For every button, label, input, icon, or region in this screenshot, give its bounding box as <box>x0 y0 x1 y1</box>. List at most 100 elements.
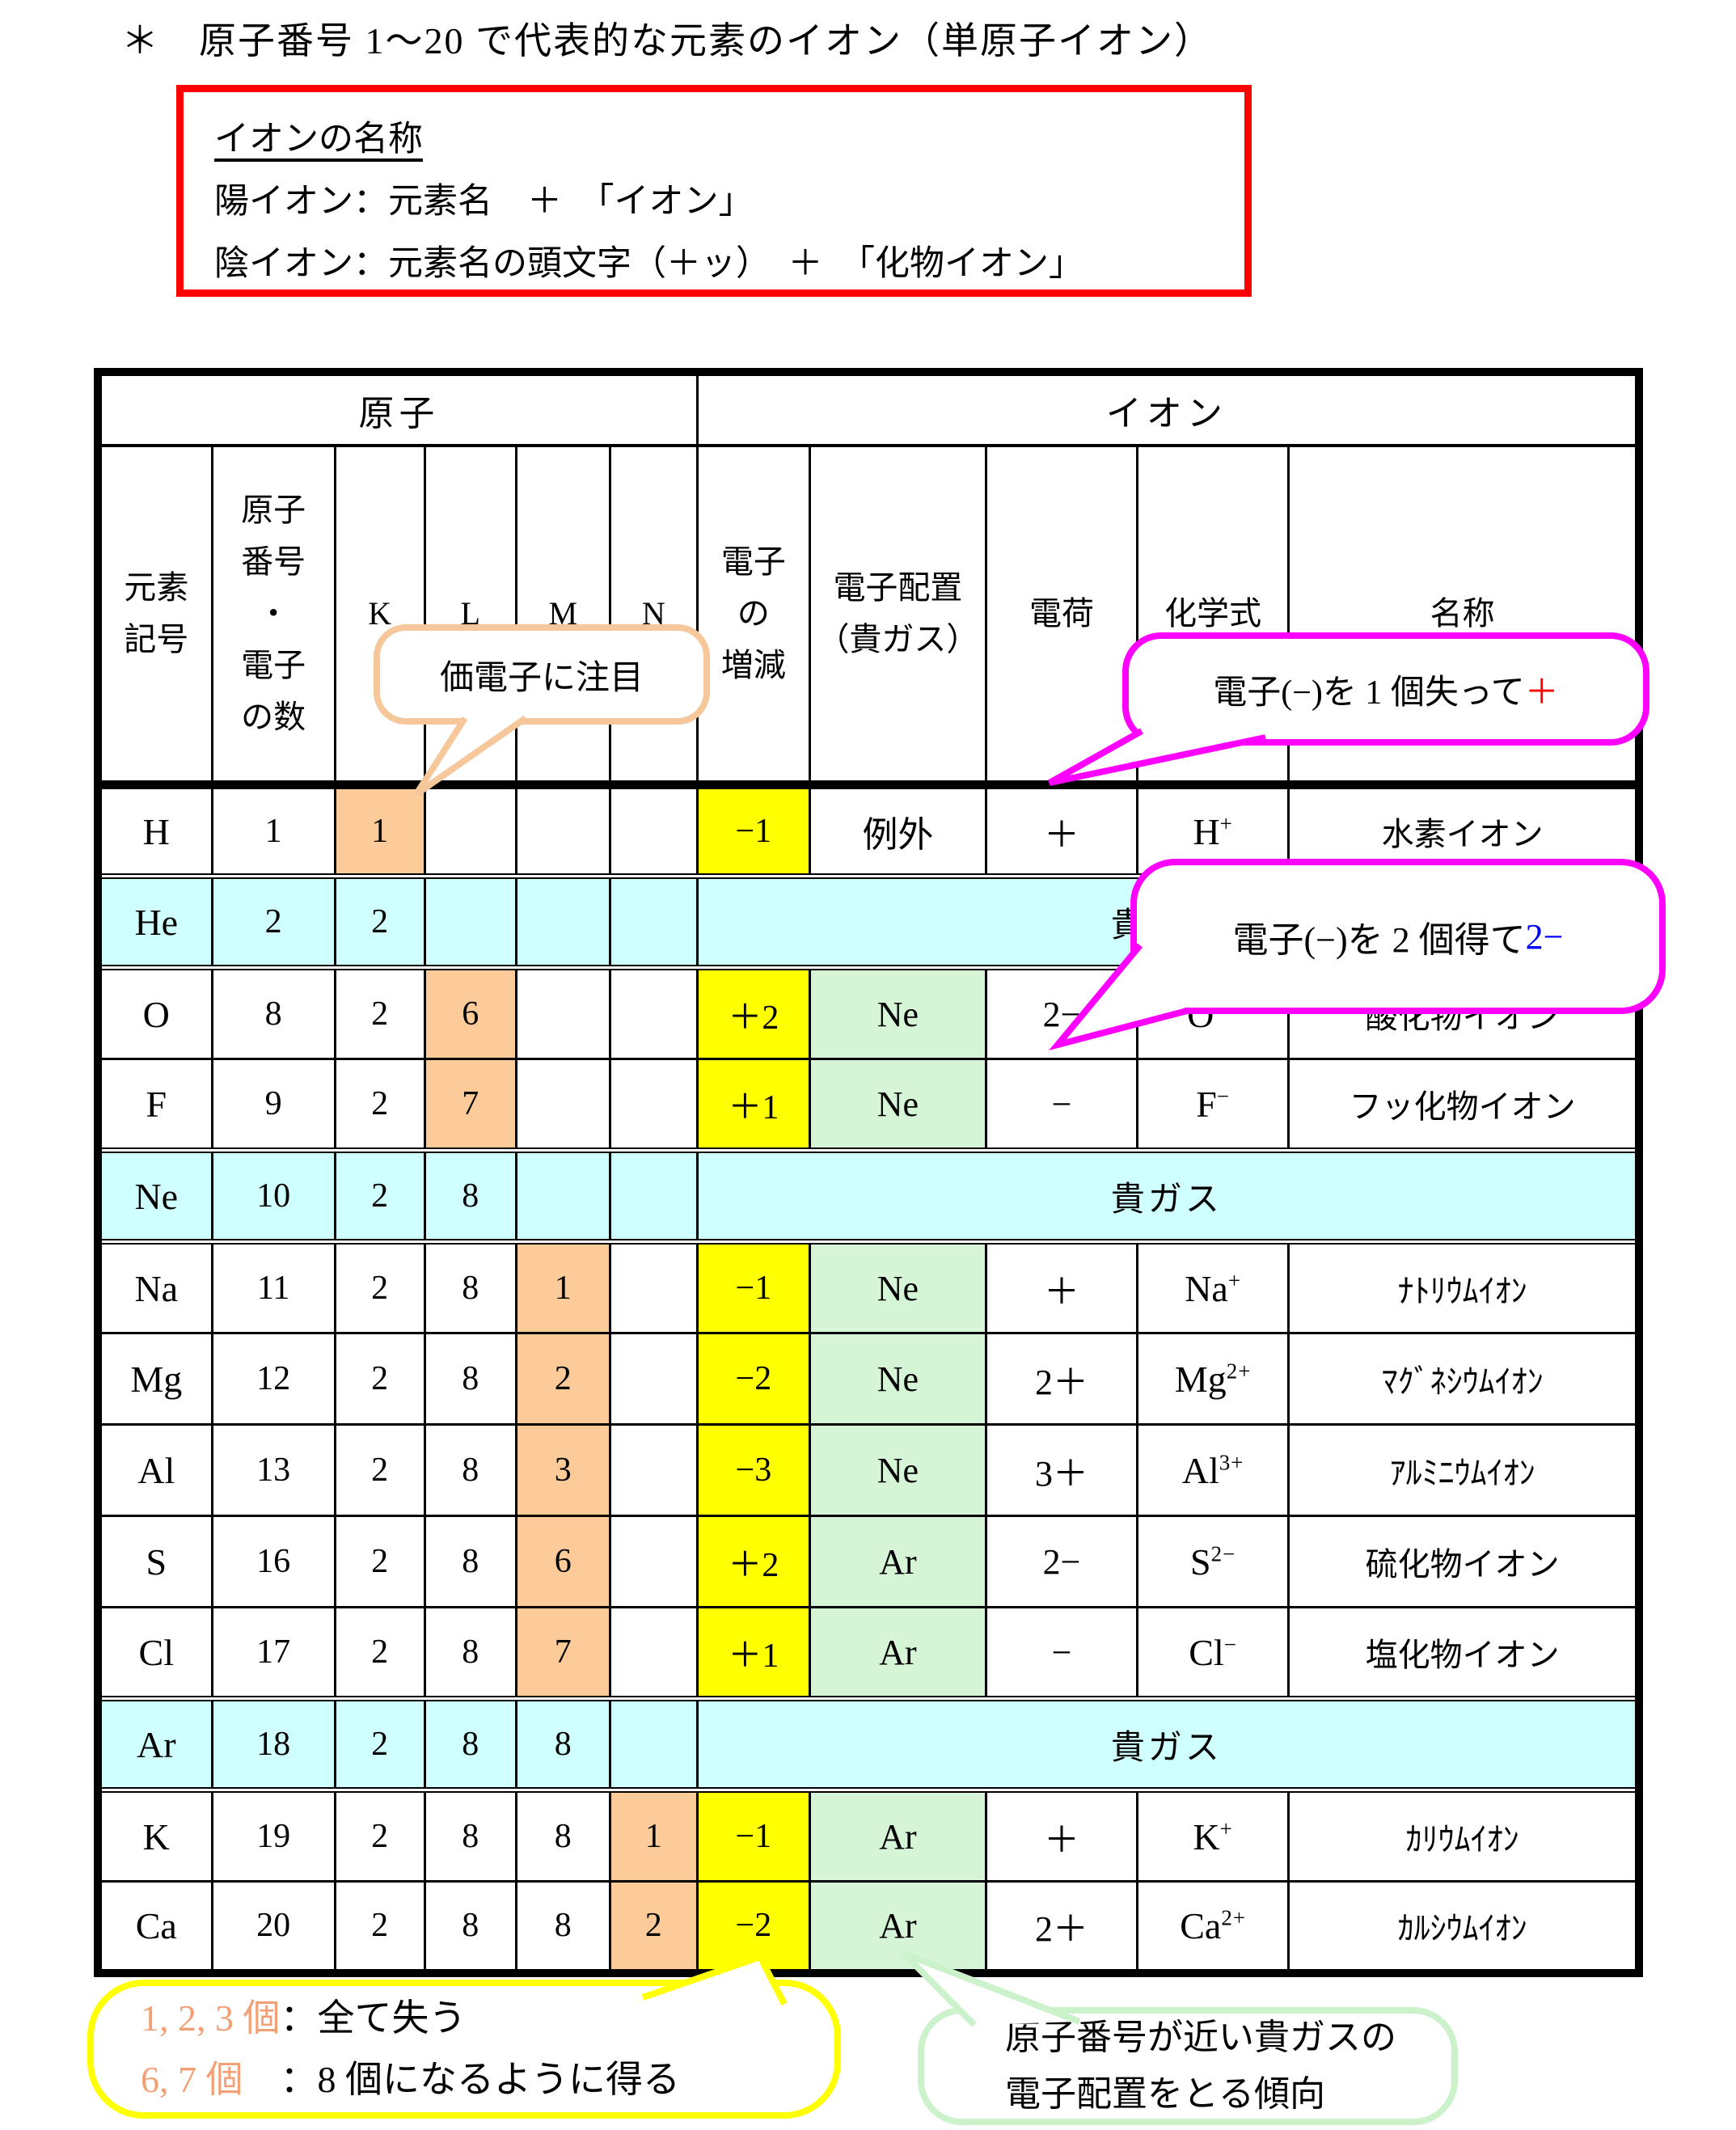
atomic-number-cell: 20 <box>210 1880 336 1974</box>
formula-base: S <box>1189 1540 1211 1583</box>
formula-superscript: − <box>1216 1084 1231 1109</box>
formula-superscript: + <box>1219 811 1233 836</box>
shell-n-cell: 1 <box>608 1789 699 1883</box>
shell-m-cell <box>514 873 611 970</box>
shell-n-cell <box>608 784 699 877</box>
shell-k-cell: 2 <box>333 1058 426 1152</box>
element-row: Al 13 2 8 3 −3 Ne 3＋ Al3+ ｱﾙﾐﾆｳﾑｲｵﾝ <box>96 1423 1641 1517</box>
atomic-number-cell: 9 <box>210 1058 336 1152</box>
formula-base: F <box>1196 1083 1217 1125</box>
charge-cell: 3＋ <box>984 1423 1139 1517</box>
shell-n-cell <box>608 1058 699 1152</box>
electron-change-cell: −1 <box>695 1789 811 1883</box>
shell-m-cell: 7 <box>514 1606 611 1700</box>
shell-m-cell <box>514 784 611 877</box>
formula-cell: S2− <box>1136 1515 1290 1608</box>
electron-change-cell: −2 <box>695 1332 811 1426</box>
shell-l-cell: 8 <box>423 1423 517 1517</box>
shell-k-cell: 2 <box>333 1332 426 1426</box>
formula-superscript: + <box>1227 1268 1242 1293</box>
element-row: Ca 20 2 8 8 2 −2 Ar 2＋ Ca2+ ｶﾙｼｳﾑｲｵﾝ <box>96 1880 1641 1974</box>
column-header-electron-change: 電子 の 増減 <box>695 444 811 789</box>
formula-base: Ca <box>1180 1904 1222 1946</box>
formula-cell: Al3+ <box>1136 1423 1290 1517</box>
formula-cell: Mg2+ <box>1136 1332 1290 1426</box>
column-header-element-symbol: 元素 記号 <box>96 444 213 789</box>
ion-naming-note-box: イオンの名称 陽イオン：元素名 ＋ 「イオン」 陰イオン：元素名の頭文字（＋ッ）… <box>176 85 1252 297</box>
atomic-number-cell: 12 <box>210 1332 336 1426</box>
ion-name-cell: ｶﾘｳﾑｲｵﾝ <box>1287 1789 1641 1883</box>
callout-valence-electrons: 価電子に注目 <box>374 624 710 725</box>
callout-valence-tail <box>413 715 528 797</box>
column-header-atomic-number: 原子 番号 ・ 電子 の数 <box>210 444 336 789</box>
electron-change-cell: ＋1 <box>695 1058 811 1152</box>
callout-lose-one-accent: ＋ <box>1524 674 1559 712</box>
atomic-number-cell: 13 <box>210 1423 336 1517</box>
shell-m-cell: 2 <box>514 1332 611 1426</box>
electron-change-cell: −3 <box>695 1423 811 1517</box>
formula-superscript: 2+ <box>1221 1905 1247 1930</box>
count-rule-line2-text: ：8 個になるように得る <box>243 2059 681 2100</box>
table-group-header-row: 原子 イオン <box>96 370 1641 447</box>
charge-cell: − <box>984 1058 1139 1152</box>
count-rule-line2-accent: 6, 7 個 <box>141 2059 243 2100</box>
element-row: Na 11 2 8 1 −1 Ne ＋ Na+ ﾅﾄﾘｳﾑｲｵﾝ <box>96 1240 1641 1334</box>
shell-n-cell <box>608 1423 699 1517</box>
shell-m-cell <box>514 1147 611 1245</box>
shell-l-cell: 8 <box>423 1696 517 1793</box>
electron-change-cell: −1 <box>695 1240 811 1334</box>
column-header-shell-m: M <box>514 444 611 789</box>
anion-naming-rule: 陰イオン：元素名の頭文字（＋ッ） ＋ 「化物イオン」 <box>214 245 1083 283</box>
shell-m-cell: 6 <box>514 1515 611 1608</box>
ion-name-cell: ﾅﾄﾘｳﾑｲｵﾝ <box>1287 1240 1641 1334</box>
formula-cell: F− <box>1136 1058 1290 1152</box>
charge-cell: − <box>984 1606 1139 1700</box>
element-symbol-cell: K <box>96 1789 213 1883</box>
formula-superscript: − <box>1223 1632 1237 1657</box>
element-row: S 16 2 8 6 ＋2 Ar 2− S2− 硫化物イオン <box>96 1515 1641 1608</box>
shell-l-cell: 8 <box>423 1147 517 1245</box>
atomic-number-cell: 16 <box>210 1515 336 1608</box>
shell-n-cell <box>608 966 699 1060</box>
electron-config-cell: Ne <box>808 1332 988 1426</box>
electron-change-cell: ＋2 <box>695 966 811 1060</box>
formula-cell: Na+ <box>1136 1240 1290 1334</box>
shell-n-cell: 2 <box>608 1880 699 1974</box>
shell-l-cell: 8 <box>423 1789 517 1883</box>
shell-m-cell <box>514 966 611 1060</box>
noble-gas-row: Ar 18 2 8 8 貴ガス <box>96 1696 1641 1793</box>
formula-base: Cl <box>1189 1631 1224 1673</box>
shell-k-cell: 2 <box>333 1880 426 1974</box>
noble-rule-line1: 原子番号が近い貴ガスの <box>1005 2018 1396 2057</box>
callout-valence-text: 価電子に注目 <box>439 659 644 697</box>
callout-lose-one-tail <box>1048 728 1266 786</box>
ion-name-cell: 硫化物イオン <box>1287 1515 1641 1608</box>
note-heading: イオンの名称 <box>214 120 423 158</box>
ion-name-cell: ﾏｸﾞﾈｼｳﾑｲｵﾝ <box>1287 1332 1641 1426</box>
charge-cell: ＋ <box>984 1789 1139 1883</box>
element-symbol-cell: He <box>96 873 213 970</box>
ion-name-cell: ｱﾙﾐﾆｳﾑｲｵﾝ <box>1287 1423 1641 1517</box>
shell-l-cell: 6 <box>423 966 517 1060</box>
count-rule-line2: 6, 7 個 ：8 個になるように得る <box>141 2049 680 2111</box>
shell-n-cell <box>608 873 699 970</box>
shell-n-cell <box>608 1606 699 1700</box>
charge-cell: 2＋ <box>984 1880 1139 1974</box>
electron-change-cell: ＋2 <box>695 1515 811 1608</box>
formula-base: Al <box>1181 1449 1219 1491</box>
atomic-number-cell: 19 <box>210 1789 336 1883</box>
shell-m-cell: 8 <box>514 1880 611 1974</box>
group-header-atom: 原子 <box>96 370 699 447</box>
element-symbol-cell: Na <box>96 1240 213 1334</box>
column-header-shell-k: K <box>333 444 426 789</box>
column-header-electron-config: 電子配置 （貴ガス） <box>808 444 988 789</box>
shell-n-cell <box>608 1515 699 1608</box>
shell-m-cell: 8 <box>514 1696 611 1793</box>
shell-k-cell: 2 <box>333 1147 426 1245</box>
electron-config-cell: Ar <box>808 1789 988 1883</box>
shell-m-cell: 3 <box>514 1423 611 1517</box>
formula-superscript: 3+ <box>1219 1450 1244 1475</box>
formula-superscript: 2− <box>1210 1541 1236 1566</box>
element-symbol-cell: Ar <box>96 1696 213 1793</box>
